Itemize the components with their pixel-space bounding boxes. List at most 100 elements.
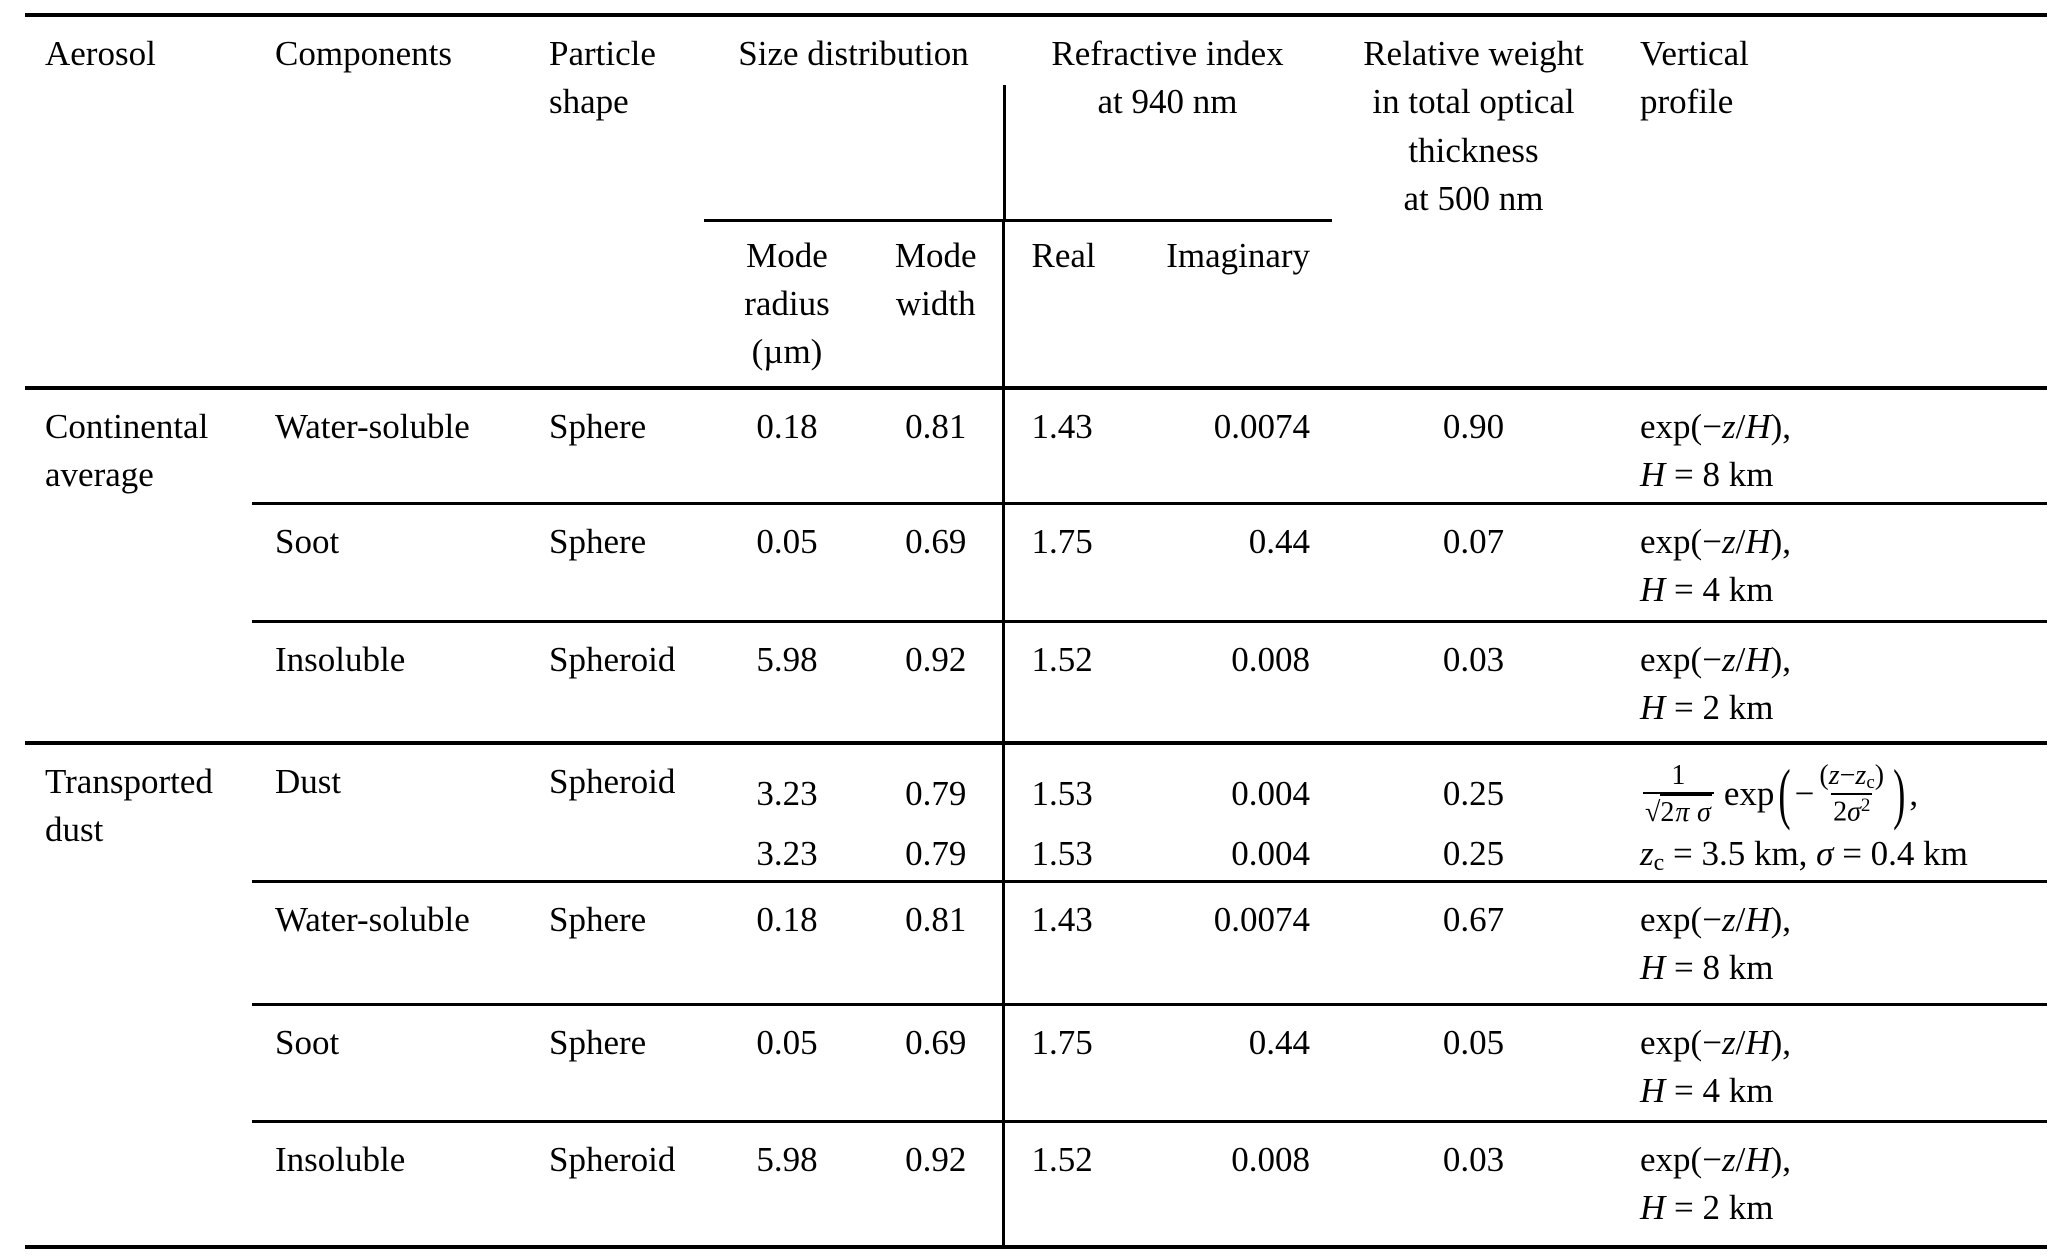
profile-formula-line2: H = 4 km — [1640, 569, 1774, 609]
cell-refractive-imaginary: 0.008 — [1130, 619, 1333, 743]
cell-particle-shape: Sphere — [547, 1003, 704, 1122]
cell-mode-width: 0.81 — [905, 407, 967, 446]
cell-mode-radius: 0.05 — [704, 1003, 870, 1122]
aerosol-properties-table: Aerosol Components Particle shape Size d… — [25, 13, 2048, 1249]
header-mode-width-line2: width — [895, 283, 976, 323]
header-row-1: Aerosol Components Particle shape Size d… — [25, 13, 2048, 390]
header-mode-width-line1: Mode — [894, 235, 977, 275]
cell-refractive-real: 1.43 — [1001, 880, 1130, 1005]
header-aerosol: Aerosol — [25, 13, 252, 390]
header-imaginary-label: Imaginary — [1166, 235, 1311, 275]
cell-component: Soot — [252, 501, 547, 621]
header-vertical-profile: Vertical profile — [1615, 13, 2048, 390]
cell-particle-shape: Sphere — [547, 501, 704, 621]
header-aerosol-label: Aerosol — [45, 34, 156, 73]
cell-relative-weight: 0.05 — [1332, 1003, 1616, 1122]
cell-mode-radius: 0.18 — [756, 407, 818, 446]
header-mode-radius-line2: radius — [744, 283, 830, 323]
cell-mode-width: 0.69 — [870, 1003, 1003, 1122]
header-relative-weight-line4: at 500 nm — [1403, 178, 1544, 218]
weight-mode2: 0.25 — [1442, 834, 1505, 873]
cell-refractive-real: 1.52 — [1001, 619, 1130, 743]
profile-formula-line2: H = 8 km — [1640, 455, 1774, 495]
table-row: Continental average Water-soluble Sphere… — [25, 388, 2047, 503]
header-relative-weight: Relative weight in total optical thickne… — [1332, 13, 1616, 390]
cell-vertical-profile: exp(−z/H), H = 8 km — [1615, 880, 2048, 1005]
profile-formula-line1: exp(−z/H), — [1640, 900, 1792, 940]
cell-refractive-imaginary: 0.44 — [1130, 501, 1333, 621]
cell-refractive-real: 1.52 — [1001, 1120, 1130, 1249]
cell-component: Water-soluble — [252, 880, 547, 1005]
cell-mode-width: 0.69 — [870, 501, 1003, 621]
cell-aerosol-continental-average: Continental average — [25, 388, 252, 743]
cell-particle-shape: Spheroid — [547, 619, 704, 743]
cell-mode-radius: 3.23 3.23 — [704, 741, 870, 882]
table-row: Insoluble Spheroid 5.98 0.92 1.52 0.008 … — [25, 1120, 2048, 1249]
cell-relative-weight: 0.03 — [1332, 1120, 1616, 1249]
cell-vertical-profile: exp(−z/H), H = 2 km — [1615, 619, 2048, 743]
cell-refractive-imaginary: 0.44 — [1130, 1003, 1333, 1122]
profile-formula-line1: exp(−z/H), — [1640, 639, 1792, 679]
cell-refractive-real: 1.43 — [1001, 388, 1130, 503]
cell-mode-radius: 5.98 — [704, 1120, 870, 1249]
header-refractive-index-line2: at 940 nm — [1097, 82, 1238, 122]
profile-formula-line1: exp(−z/H), — [1640, 1140, 1792, 1180]
cell-vertical-profile: exp(−z/H), H = 8 km — [1615, 388, 2047, 503]
profile-formula-line1: 1 √2π σ exp(− (z−zc) 2σ2), — [1643, 754, 1919, 831]
header-size-distribution: Size distribution — [704, 13, 1003, 222]
cell-particle-shape: Spheroid — [547, 1120, 704, 1249]
header-real: Real — [1001, 220, 1130, 390]
profile-formula-line1: exp(−z/H), — [1640, 521, 1792, 561]
table-row: Water-soluble Sphere 0.18 0.81 1.43 0.00… — [25, 880, 2048, 1005]
cell-vertical-profile: 1 √2π σ exp(− (z−zc) 2σ2), zc = 3.5 km, σ =… — [1615, 741, 2048, 882]
header-relative-weight-line3: thickness — [1408, 130, 1539, 170]
header-mode-radius: Mode radius (µm) — [704, 220, 870, 390]
cell-mode-radius: 0.18 — [704, 880, 870, 1005]
profile-formula-line2: zc = 3.5 km, σ = 0.4 km — [1640, 834, 1968, 877]
header-mode-radius-line3: (µm) — [751, 332, 823, 372]
cell-refractive-imaginary: 0.0074 — [1130, 880, 1333, 1005]
cell-refractive-real: 1.53 1.53 — [1001, 741, 1130, 882]
cell-component: Soot — [252, 1003, 547, 1122]
cell-relative-weight: 0.03 — [1332, 619, 1616, 743]
header-components-label: Components — [275, 34, 452, 73]
profile-formula-line2: H = 8 km — [1640, 948, 1774, 988]
header-refractive-index: Refractive index at 940 nm — [1003, 13, 1333, 222]
cell-particle-shape: Sphere — [547, 880, 704, 1005]
header-components: Components — [252, 13, 547, 390]
mode-radius-mode2: 3.23 — [756, 834, 818, 873]
aerosol-group-label: Continental average — [45, 407, 209, 495]
mode-radius-mode1: 3.23 — [756, 774, 818, 813]
cell-vertical-profile: exp(−z/H), H = 4 km — [1615, 1003, 2048, 1122]
cell-relative-weight: 0.25 0.25 — [1332, 741, 1616, 882]
cell-component: Insoluble — [252, 619, 547, 743]
cell-mode-radius: 5.98 — [704, 619, 870, 743]
header-size-distribution-label: Size distribution — [738, 34, 969, 73]
header-refractive-index-line1: Refractive index — [1051, 34, 1284, 73]
cell-refractive-imaginary: 0.0074 — [1213, 407, 1311, 446]
header-row-2: Mode radius (µm) Mode width Real Imagina… — [25, 220, 2047, 390]
header-relative-weight-line1: Relative weight — [1363, 34, 1584, 73]
table-row: Transported dust Dust Spheroid 3.23 3.23… — [25, 741, 2048, 1249]
cell-mode-width: 0.92 — [870, 1120, 1003, 1249]
mode-width-mode1: 0.79 — [905, 774, 967, 813]
cell-relative-weight: 0.90 — [1442, 407, 1505, 446]
table-row: Soot Sphere 0.05 0.69 1.75 0.44 0.05 exp… — [25, 1003, 2048, 1122]
cell-component: Insoluble — [252, 1120, 547, 1249]
cell-mode-radius: 0.05 — [704, 501, 870, 621]
cell-refractive-imaginary: 0.008 — [1130, 1120, 1333, 1249]
header-particle-shape-line1: Particle — [549, 34, 656, 73]
cell-vertical-profile: exp(−z/H), H = 2 km — [1615, 1120, 2048, 1249]
cell-mode-width: 0.79 0.79 — [870, 741, 1003, 882]
header-vertical-profile-line1: Vertical — [1640, 34, 1749, 73]
header-particle-shape-line2: shape — [549, 82, 629, 122]
cell-aerosol-transported-dust: Transported dust — [25, 741, 252, 1249]
profile-formula-line1: exp(−z/H), — [1640, 407, 1792, 446]
cell-refractive-imaginary: 0.004 0.004 — [1130, 741, 1333, 882]
cell-mode-width: 0.81 — [870, 880, 1003, 1005]
header-imaginary: Imaginary — [1130, 220, 1333, 390]
imaginary-mode1: 0.004 — [1231, 774, 1311, 813]
header-vertical-profile-line2: profile — [1640, 82, 1734, 122]
header-particle-shape: Particle shape — [547, 13, 704, 390]
real-mode2: 1.53 — [1031, 834, 1093, 873]
